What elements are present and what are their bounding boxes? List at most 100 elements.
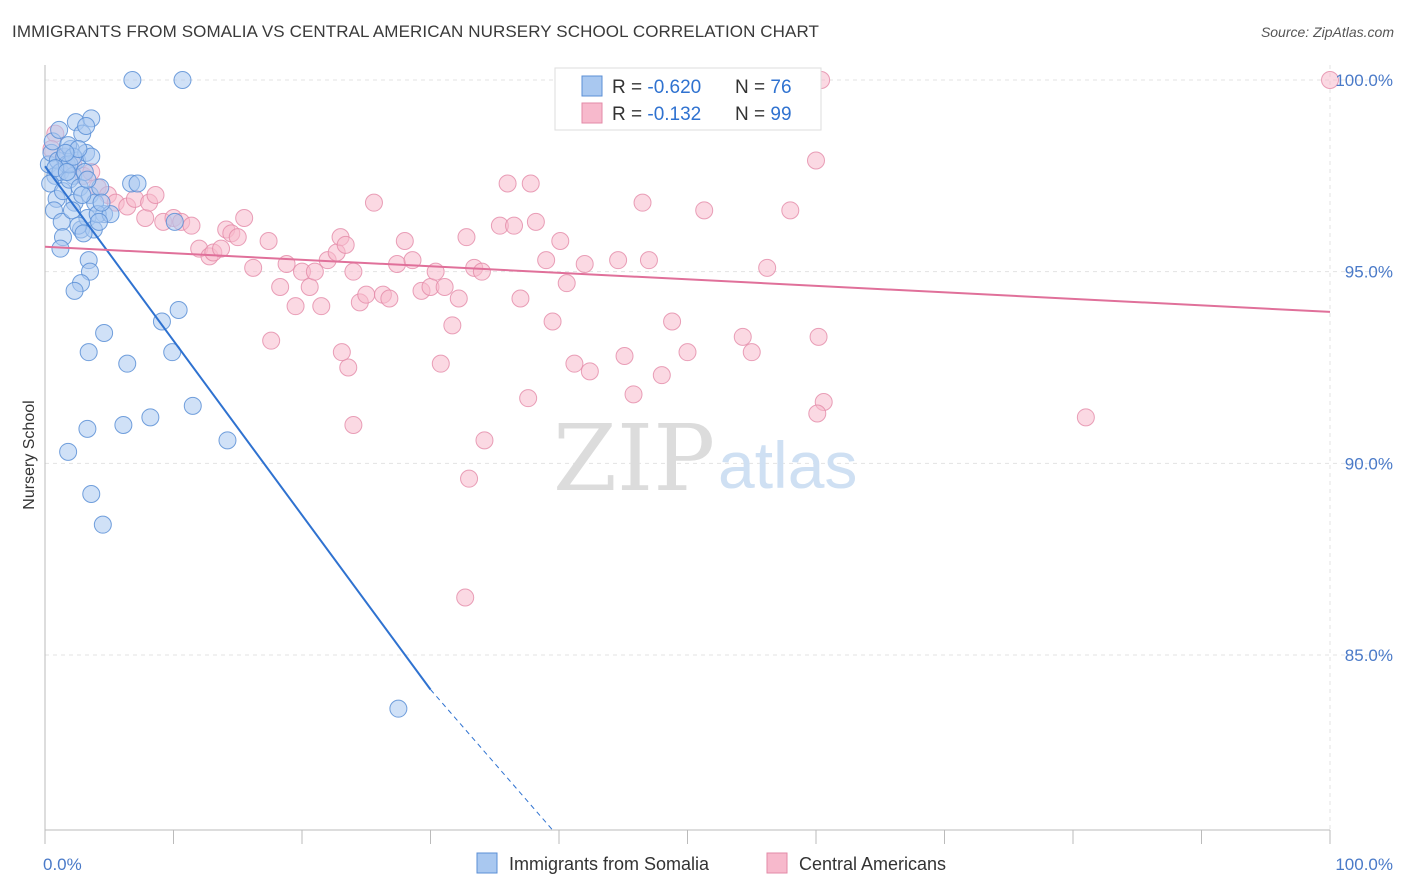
data-point-central-americans <box>336 235 355 254</box>
data-point-central-americans <box>300 278 319 296</box>
data-point-somalia <box>65 281 84 300</box>
data-point-somalia <box>152 312 171 331</box>
data-point-central-americans <box>809 327 828 346</box>
data-point-central-americans <box>472 262 491 281</box>
data-point-central-americans <box>511 289 530 308</box>
data-point-central-americans <box>580 362 599 381</box>
data-point-central-americans <box>551 232 570 250</box>
watermark-zip: ZIP <box>553 405 715 512</box>
data-point-somalia <box>78 419 97 438</box>
data-point-somalia <box>92 193 111 212</box>
data-point-central-americans <box>807 151 825 170</box>
data-point-central-americans <box>652 366 671 385</box>
data-point-central-americans <box>380 289 399 308</box>
data-point-central-americans <box>364 193 383 212</box>
data-point-central-americans <box>639 251 658 270</box>
data-point-central-americans <box>395 232 414 250</box>
legend-r-value-2: -0.132 <box>647 104 701 125</box>
data-point-central-americans <box>526 212 545 231</box>
legend-r-label-2: R = <box>612 104 647 125</box>
data-point-central-americans <box>146 186 165 204</box>
data-point-somalia <box>389 699 408 718</box>
data-point-somalia <box>95 324 114 342</box>
data-point-somalia <box>93 515 112 534</box>
data-point-central-americans <box>742 343 761 362</box>
legend-row-2: R = -0.132 N = 99 <box>612 104 792 125</box>
data-point-central-americans <box>259 232 278 250</box>
bottom-legend-swatch-blue <box>476 852 498 874</box>
data-point-central-americans <box>519 389 538 408</box>
legend-n-label-2: N = <box>735 104 770 125</box>
data-point-somalia <box>77 117 96 135</box>
data-point-central-americans <box>1076 408 1095 427</box>
data-point-central-americans <box>212 239 231 258</box>
y-tick-label: 100.0% <box>1335 71 1393 90</box>
data-point-somalia <box>163 343 182 362</box>
data-point-somalia <box>118 354 137 373</box>
series-central-americans <box>42 71 1339 607</box>
data-point-central-americans <box>460 469 479 488</box>
tick-labels: 85.0% 90.0% 95.0% 100.0% 0.0% 100.0% <box>43 71 1393 874</box>
data-point-central-americans <box>344 416 363 434</box>
bottom-legend: Immigrants from Somalia Central American… <box>476 852 946 874</box>
bottom-legend-label-somalia: Immigrants from Somalia <box>509 854 710 874</box>
data-point-somalia <box>50 120 69 139</box>
data-point-central-americans <box>312 297 331 316</box>
data-point-central-americans <box>457 228 476 247</box>
data-point-central-americans <box>449 289 468 308</box>
y-axis-label: Nursery School <box>21 400 38 509</box>
data-point-central-americans <box>633 193 652 212</box>
data-point-central-americans <box>663 312 682 331</box>
bottom-legend-label-central-americans: Central Americans <box>799 854 946 874</box>
y-tick-label: 90.0% <box>1345 454 1393 473</box>
data-point-somalia <box>165 212 184 231</box>
data-point-somalia <box>89 212 108 231</box>
legend-swatch-blue <box>581 75 603 97</box>
x-tick-label: 0.0% <box>43 855 82 874</box>
data-point-somalia <box>56 143 75 162</box>
data-point-central-americans <box>431 354 450 373</box>
data-point-somalia <box>79 343 98 362</box>
data-point-somalia <box>218 431 237 450</box>
watermark: ZIP atlas <box>553 405 857 512</box>
data-point-central-americans <box>357 285 376 304</box>
data-point-central-americans <box>498 174 517 193</box>
data-point-central-americans <box>435 278 454 296</box>
data-point-central-americans <box>475 431 494 450</box>
data-point-central-americans <box>537 251 556 270</box>
bottom-legend-swatch-pink <box>766 852 788 874</box>
data-point-somalia <box>82 485 101 503</box>
axes <box>44 65 1331 844</box>
data-point-somalia <box>114 416 133 434</box>
legend-n-value-1: 76 <box>770 77 791 98</box>
trend-line-central-americans <box>44 245 1331 313</box>
legend-n-value-2: 99 <box>770 104 791 125</box>
source-label: Source: ZipAtlas.com <box>1260 24 1394 40</box>
legend-r-label-1: R = <box>612 77 647 98</box>
data-point-central-americans <box>332 343 351 362</box>
legend-row-1: R = -0.620 N = 76 <box>612 77 792 98</box>
data-point-central-americans <box>615 347 634 365</box>
data-point-somalia <box>128 174 147 193</box>
grid-lines <box>45 65 1390 830</box>
legend-swatch-pink <box>581 102 603 124</box>
data-point-central-americans <box>758 258 777 277</box>
data-point-central-americans <box>271 278 290 296</box>
data-point-central-americans <box>339 358 358 377</box>
data-point-central-americans <box>505 216 524 235</box>
data-point-central-americans <box>182 216 201 235</box>
data-point-central-americans <box>305 262 324 281</box>
data-point-central-americans <box>695 201 714 220</box>
data-point-central-americans <box>557 274 576 293</box>
data-point-somalia <box>169 301 188 319</box>
data-point-central-americans <box>808 404 827 423</box>
watermark-atlas: atlas <box>718 428 857 502</box>
data-point-central-americans <box>575 255 594 273</box>
data-point-somalia <box>123 71 142 89</box>
data-point-somalia <box>57 163 76 181</box>
data-point-central-americans <box>443 316 462 335</box>
data-point-central-americans <box>781 201 800 220</box>
data-point-somalia <box>78 170 97 189</box>
data-point-central-americans <box>624 385 643 404</box>
trend-line-somalia-extension <box>430 689 553 831</box>
